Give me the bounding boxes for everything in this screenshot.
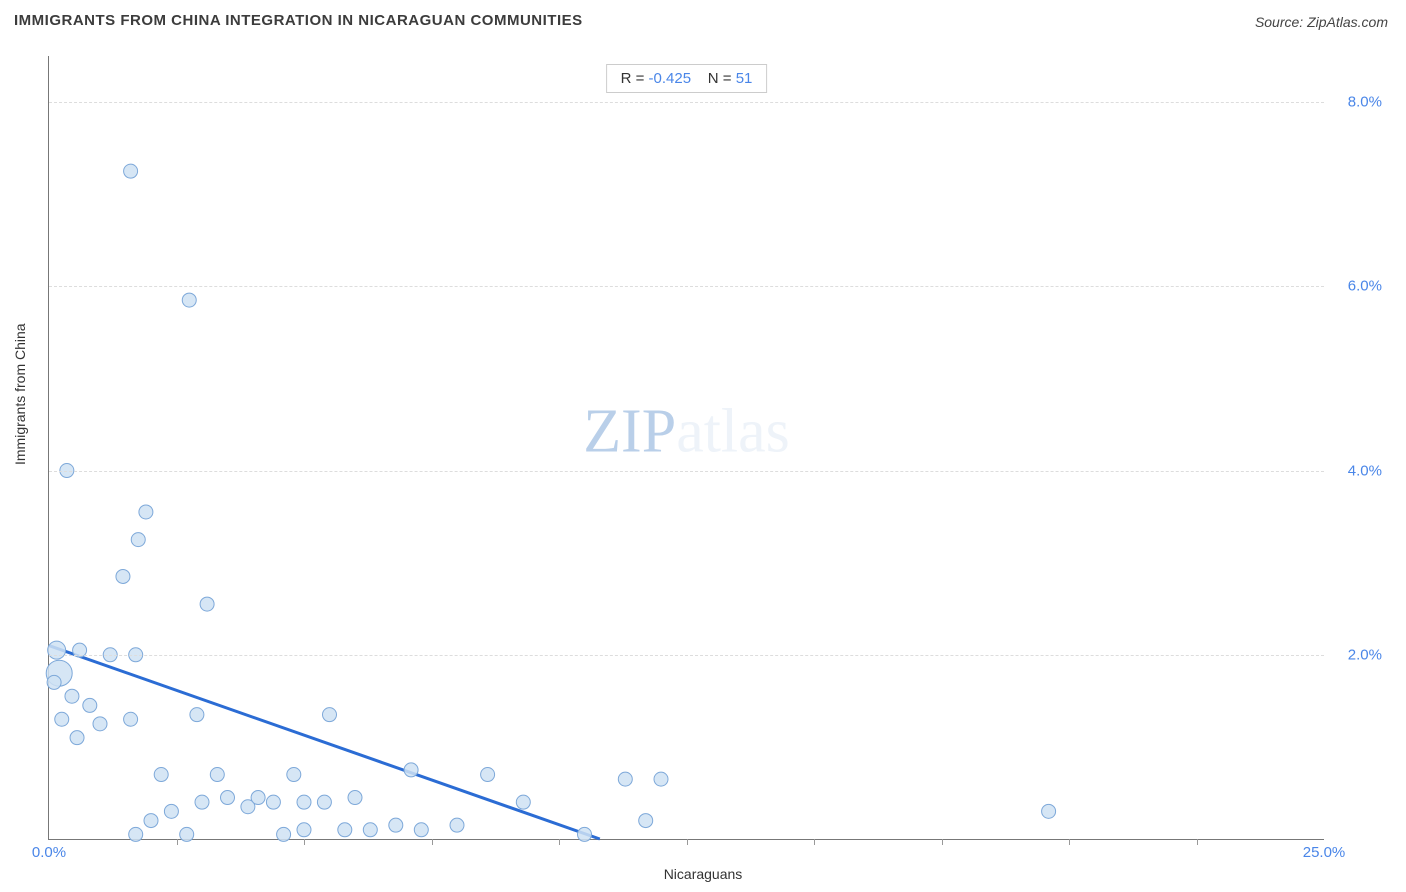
plot-area: ZIPatlas R = -0.425 N = 51 2.0%4.0%6.0%8… <box>48 56 1324 840</box>
data-point <box>266 795 280 809</box>
data-point <box>83 698 97 712</box>
data-point <box>200 597 214 611</box>
data-point <box>516 795 530 809</box>
data-point <box>404 763 418 777</box>
data-point <box>287 768 301 782</box>
data-point <box>277 827 291 841</box>
data-point <box>65 689 79 703</box>
data-point <box>338 823 352 837</box>
y-axis-label: Immigrants from China <box>12 323 28 465</box>
x-axis-label: Nicaraguans <box>664 866 743 882</box>
data-point <box>1042 804 1056 818</box>
data-point <box>129 827 143 841</box>
data-point <box>124 164 138 178</box>
data-point <box>578 827 592 841</box>
data-point <box>131 533 145 547</box>
data-point <box>639 814 653 828</box>
data-point <box>297 795 311 809</box>
scatter-svg <box>49 56 1324 839</box>
data-point <box>323 708 337 722</box>
data-point <box>144 814 158 828</box>
data-point <box>48 641 66 659</box>
data-point <box>70 731 84 745</box>
data-point <box>221 791 235 805</box>
data-point <box>251 791 265 805</box>
data-point <box>389 818 403 832</box>
data-point <box>164 804 178 818</box>
data-point <box>93 717 107 731</box>
y-tick-label: 8.0% <box>1330 94 1382 111</box>
data-point <box>654 772 668 786</box>
data-point <box>414 823 428 837</box>
source-label: Source: ZipAtlas.com <box>1255 14 1388 30</box>
data-point <box>363 823 377 837</box>
data-point <box>139 505 153 519</box>
data-point <box>317 795 331 809</box>
data-point <box>450 818 464 832</box>
data-point <box>47 675 61 689</box>
data-point <box>618 772 632 786</box>
data-point <box>154 768 168 782</box>
x-tick-label: 25.0% <box>1303 844 1346 861</box>
data-point <box>210 768 224 782</box>
y-tick-label: 4.0% <box>1330 462 1382 479</box>
chart-container: Immigrants from China Nicaraguans ZIPatl… <box>14 48 1392 882</box>
data-point <box>190 708 204 722</box>
x-tick-label: 0.0% <box>32 844 66 861</box>
data-point <box>182 293 196 307</box>
y-tick-label: 2.0% <box>1330 646 1382 663</box>
y-tick-label: 6.0% <box>1330 278 1382 295</box>
chart-title: IMMIGRANTS FROM CHINA INTEGRATION IN NIC… <box>14 12 583 29</box>
data-point <box>180 827 194 841</box>
data-point <box>481 768 495 782</box>
data-point <box>195 795 209 809</box>
data-point <box>124 712 138 726</box>
data-point <box>297 823 311 837</box>
data-point <box>116 569 130 583</box>
data-point <box>348 791 362 805</box>
data-point <box>55 712 69 726</box>
trend-line <box>49 646 600 839</box>
